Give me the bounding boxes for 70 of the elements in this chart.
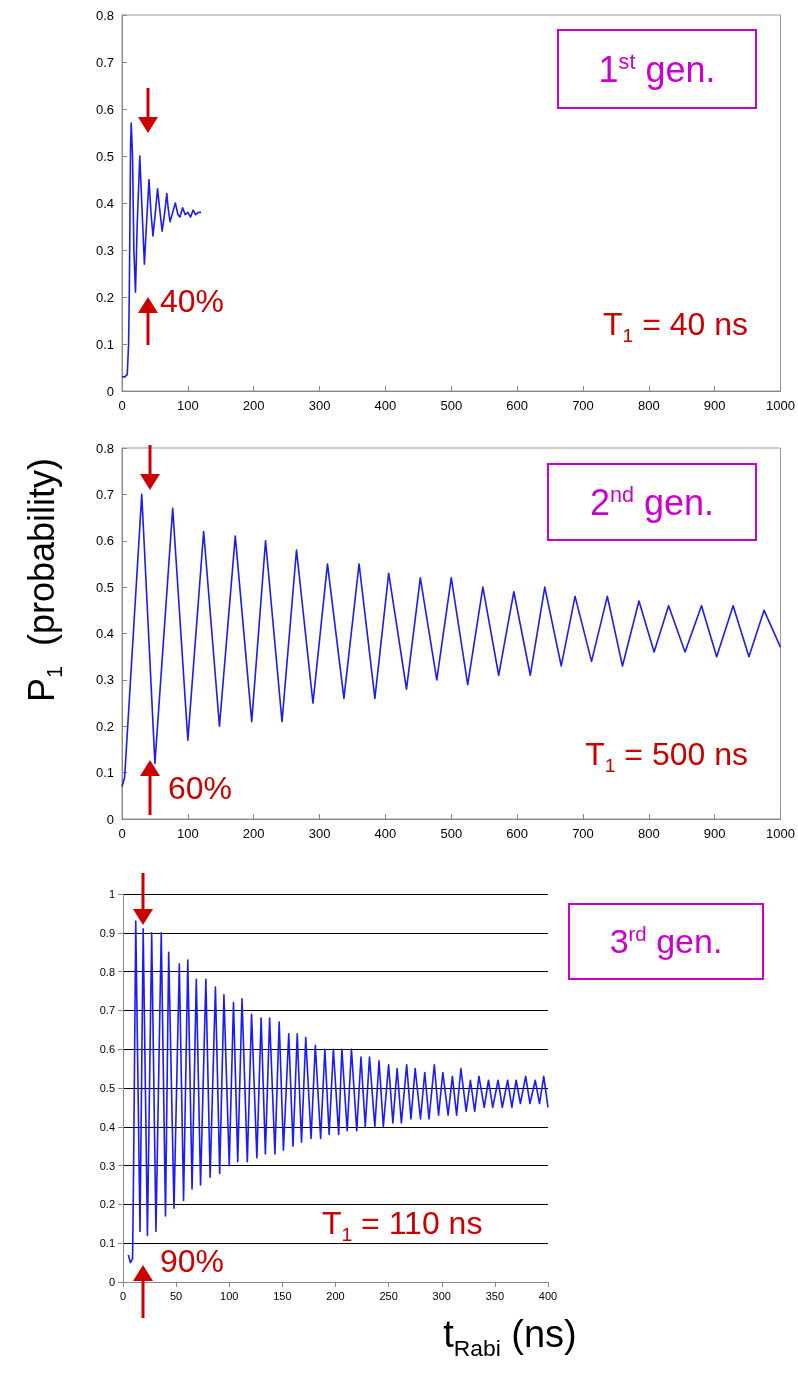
x-tick-label: 600 bbox=[506, 826, 528, 841]
annotation: T$_{1}$ = 500 ns bbox=[585, 736, 748, 777]
y-tick-label: 0.5 bbox=[95, 579, 114, 595]
y-tick-label: 0.3 bbox=[95, 672, 114, 688]
y-tick-label: 0.3 bbox=[99, 1159, 115, 1172]
x-tick-label: 350 bbox=[485, 1289, 505, 1302]
y-tick-label: 0.4 bbox=[95, 195, 114, 211]
y-tick-label: 0.2 bbox=[95, 718, 114, 734]
x-tick-label: 250 bbox=[379, 1289, 398, 1302]
x-tick-label: 400 bbox=[374, 826, 397, 841]
y-tick-label: 0.7 bbox=[99, 1004, 115, 1017]
x-tick-label: 700 bbox=[572, 826, 594, 841]
x-tick-label: 500 bbox=[440, 398, 463, 413]
annotation: 60% bbox=[168, 770, 233, 806]
annotation: 40% bbox=[160, 283, 225, 319]
x-tick-label: 50 bbox=[170, 1289, 183, 1302]
y-tick-label: 0.3 bbox=[95, 242, 114, 258]
x-axis-title: t$_{Rabi}$ (ns) bbox=[443, 1313, 577, 1361]
x-tick-label: 1000 bbox=[766, 826, 795, 841]
annotation: T$_{1}$ = 40 ns bbox=[603, 306, 748, 347]
y-tick-label: 0.7 bbox=[95, 54, 114, 70]
x-tick-label: 600 bbox=[506, 398, 528, 413]
y-tick-label: 0.7 bbox=[95, 486, 114, 502]
y-tick-label: 0.8 bbox=[95, 440, 114, 456]
y-tick-label: 0.6 bbox=[95, 101, 114, 117]
x-tick-label: 700 bbox=[572, 398, 594, 413]
y-tick-label: 0.6 bbox=[95, 533, 114, 549]
x-tick-label: 0 bbox=[119, 1289, 127, 1302]
y-tick-label: 0.8 bbox=[95, 7, 114, 23]
annotation: 2$^{nd}$ gen. bbox=[589, 481, 715, 523]
y-tick-label: 0.5 bbox=[95, 148, 114, 164]
x-tick-label: 150 bbox=[273, 1289, 292, 1302]
x-tick-label: 0 bbox=[118, 398, 126, 413]
y-tick-label: 0.1 bbox=[99, 1237, 115, 1250]
y-tick-label: 0.5 bbox=[99, 1082, 115, 1094]
y-tick-label: 0.1 bbox=[95, 765, 114, 781]
y-tick-label: 0.9 bbox=[99, 926, 115, 939]
annotation: T$_{1}$ = 110 ns bbox=[322, 1205, 483, 1246]
y-tick-label: 0.1 bbox=[95, 336, 114, 352]
y-tick-label: 0.4 bbox=[95, 626, 114, 641]
y-tick-label: 0.8 bbox=[99, 965, 115, 978]
x-tick-label: 1000 bbox=[766, 398, 795, 413]
x-tick-label: 200 bbox=[242, 398, 265, 413]
x-tick-label: 100 bbox=[177, 826, 199, 841]
x-tick-label: 100 bbox=[220, 1289, 239, 1302]
x-tick-label: 200 bbox=[326, 1289, 345, 1302]
text: 3$^{rd}$ gen. bbox=[609, 922, 723, 961]
y-tick-label: 0.2 bbox=[95, 289, 114, 305]
x-tick-label: 800 bbox=[637, 826, 660, 841]
annotation: 90% bbox=[160, 1243, 225, 1279]
y-tick-label: 0.2 bbox=[99, 1198, 115, 1211]
x-tick-label: 300 bbox=[432, 1289, 451, 1302]
x-tick-label: 200 bbox=[242, 826, 265, 841]
x-tick-label: 900 bbox=[703, 398, 726, 413]
y-tick-label: 0 bbox=[106, 383, 114, 399]
annotation: 1$^{st}$ gen. bbox=[598, 48, 716, 90]
x-tick-label: 900 bbox=[703, 826, 726, 841]
x-tick-label: 400 bbox=[538, 1289, 558, 1302]
y-tick-label: 0.6 bbox=[99, 1043, 115, 1056]
x-tick-label: 400 bbox=[374, 398, 397, 413]
y-tick-label: 1 bbox=[108, 888, 115, 900]
y-tick-label: 0 bbox=[106, 811, 114, 827]
x-tick-label: 300 bbox=[308, 398, 331, 413]
x-tick-label: 500 bbox=[440, 826, 463, 841]
x-tick-label: 100 bbox=[177, 398, 199, 413]
y-tick-label: 0.4 bbox=[99, 1120, 115, 1133]
x-tick-label: 800 bbox=[637, 398, 660, 413]
x-tick-label: 0 bbox=[118, 826, 126, 841]
y-tick-label: 0 bbox=[108, 1276, 115, 1288]
x-tick-label: 300 bbox=[308, 826, 331, 841]
